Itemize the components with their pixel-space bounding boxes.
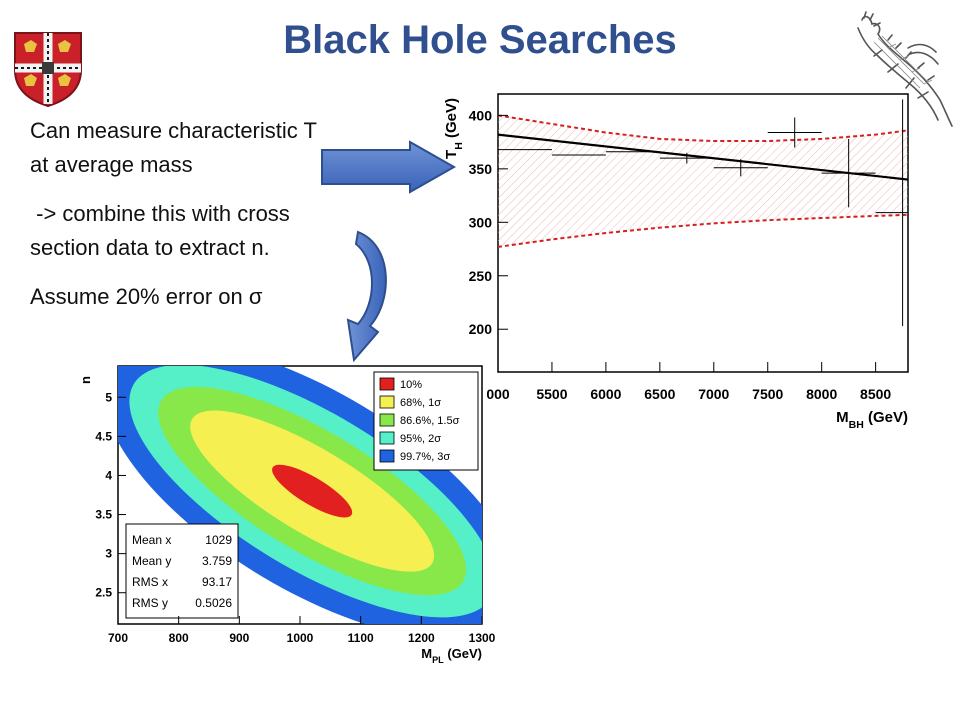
- y-tick-label: 250: [469, 268, 493, 284]
- band-lower-line: [497, 213, 909, 248]
- y-tick-label: 350: [469, 161, 493, 177]
- legend-label: 86.6%, 1.5σ: [400, 415, 460, 427]
- bullet-line-4: section data to extract n.: [30, 235, 270, 260]
- bullet-line-1: Can measure characteristic T: [30, 118, 317, 143]
- data-point-5: [767, 117, 822, 148]
- y-axis-label: TH (GeV): [443, 98, 465, 159]
- x-axis-label: MBH (GeV): [836, 409, 908, 431]
- y-axis-label: n: [78, 376, 93, 384]
- stat-name: Mean y: [132, 554, 171, 568]
- y-tick-label: 2.5: [95, 586, 112, 600]
- bullet-line-5: Assume 20% error on σ: [30, 284, 263, 309]
- band-upper-line: [497, 114, 909, 143]
- legend-label: 95%, 2σ: [400, 433, 441, 445]
- stat-name: RMS y: [132, 596, 168, 610]
- contour-group: [118, 366, 482, 624]
- stat-value: 0.5026: [195, 596, 232, 610]
- legend-label: 68%, 1σ: [400, 397, 441, 409]
- legend-swatch: [379, 449, 395, 463]
- slide-title: Black Hole Searches: [283, 18, 677, 62]
- legend-swatch: [379, 395, 395, 409]
- y-tick-label: 200: [469, 321, 493, 337]
- data-point-3: [659, 152, 714, 164]
- stats-box: [125, 523, 239, 619]
- y-tick-label: 400: [469, 107, 493, 123]
- y-tick-label: 300: [469, 214, 493, 230]
- contour-4: [272, 464, 353, 518]
- curved-arrow: [346, 230, 387, 363]
- x-tick-label: 7500: [752, 386, 783, 402]
- x-tick-label: 700: [108, 631, 128, 645]
- legend-label: 10%: [400, 379, 422, 391]
- contour-chart: 10% 68%, 1σ 86.6%, 1.5σ 95%, 2σ 99.7%, 3σ Mea…: [78, 365, 496, 665]
- y-tick-label: 4: [105, 468, 112, 482]
- x-tick-label: 6000: [590, 386, 621, 402]
- legend-swatch: [379, 377, 395, 391]
- x-tick-label: 8500: [860, 386, 891, 402]
- x-tick-label: 1100: [348, 631, 374, 645]
- cambridge-crest-icon: [14, 32, 82, 108]
- x-tick-label: 000: [486, 386, 510, 402]
- bullet-line-3: -> combine this with cross: [30, 201, 290, 226]
- data-point-4: [713, 159, 768, 177]
- x-tick-label: 6500: [644, 386, 675, 402]
- x-tick-label: 8000: [806, 386, 837, 402]
- data-point-7: [875, 99, 908, 327]
- x-tick-label: 800: [169, 631, 189, 645]
- stat-value: 93.17: [202, 575, 232, 589]
- legend-swatch: [379, 413, 395, 427]
- x-tick-label: 1000: [287, 631, 314, 645]
- legend-swatch: [379, 431, 395, 445]
- stat-value: 3.759: [202, 554, 232, 568]
- temperature-chart: 200 250 300 350 400 000 5500 6000 6500 7000 7500 80…: [443, 93, 909, 431]
- x-tick-label: 900: [229, 631, 249, 645]
- right-arrow: [321, 140, 457, 194]
- y-tick-label: 5: [105, 390, 112, 404]
- stat-value: 1029: [205, 533, 232, 547]
- x-tick-label: 5500: [536, 386, 567, 402]
- fit-line: [497, 133, 909, 181]
- x-tick-label: 1200: [408, 631, 435, 645]
- bullet-line-2: at average mass: [30, 152, 193, 177]
- y-tick-label: 3: [105, 547, 112, 561]
- y-tick-label: 3.5: [95, 508, 112, 522]
- stat-name: RMS x: [132, 575, 168, 589]
- x-tick-label: 1300: [469, 631, 496, 645]
- stat-name: Mean x: [132, 533, 171, 547]
- legend-label: 99.7%, 3σ: [400, 451, 450, 463]
- error-band-fill: [498, 115, 908, 247]
- x-tick-label: 7000: [698, 386, 729, 402]
- crocodile-sketch-icon: [857, 11, 953, 127]
- y-tick-label: 4.5: [95, 429, 112, 443]
- x-axis-label: MPL (GeV): [421, 646, 482, 665]
- data-point-6: [821, 138, 876, 208]
